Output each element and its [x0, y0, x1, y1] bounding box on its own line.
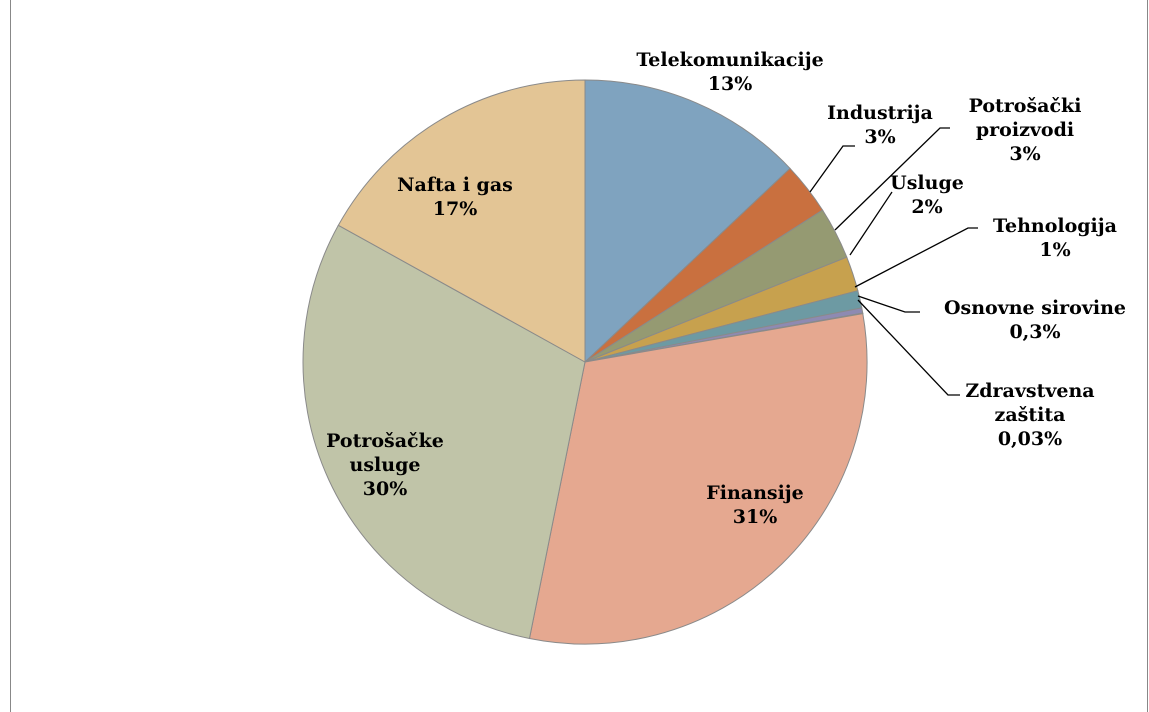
leader-line	[834, 127, 950, 231]
category-label: Zdravstvena zaštita	[965, 380, 1095, 426]
pie-slice	[584, 79, 791, 364]
pie-slice	[302, 224, 586, 640]
pie-slice	[528, 313, 868, 645]
category-label: Industrija	[827, 102, 933, 124]
value-label: 3%	[864, 126, 896, 148]
value-label: 17%	[432, 198, 478, 220]
value-label: 13%	[707, 73, 753, 95]
chart-border	[10, 0, 1148, 712]
value-label: 3%	[1009, 143, 1041, 165]
slice-label: Industrija 3%	[815, 101, 945, 149]
leader-line	[857, 299, 960, 396]
leader-line	[854, 227, 978, 288]
slice-label: Nafta i gas 17%	[380, 173, 530, 221]
category-label: Potrošačke usluge	[326, 430, 444, 476]
category-label: Potrošački proizvodi	[968, 95, 1082, 141]
slice-label: Osnovne sirovine 0,3%	[915, 296, 1149, 344]
slice-label: Finansije 31%	[680, 481, 830, 529]
slice-label: Potrošački proizvodi 3%	[950, 94, 1100, 166]
slice-label: Tehnologija 1%	[980, 214, 1130, 262]
value-label: 1%	[1039, 239, 1071, 261]
value-label: 30%	[362, 478, 408, 500]
slice-label: Usluge 2%	[872, 171, 982, 219]
value-label: 0,3%	[1009, 321, 1061, 343]
slice-label: Zdravstvena zaštita 0,03%	[950, 379, 1110, 451]
slice-label: Potrošačke usluge 30%	[310, 429, 460, 501]
category-label: Osnovne sirovine	[943, 297, 1127, 319]
pie-slice	[337, 79, 586, 363]
value-label: 0,03%	[997, 428, 1063, 450]
category-label: Finansije	[706, 482, 804, 504]
leader-line	[849, 191, 893, 256]
leader-line	[857, 295, 920, 313]
category-label: Nafta i gas	[397, 174, 513, 196]
value-label: 2%	[911, 196, 943, 218]
leader-line	[809, 145, 855, 193]
category-label: Tehnologija	[993, 215, 1117, 237]
value-label: 31%	[732, 506, 778, 528]
category-label: Usluge	[890, 172, 964, 194]
slice-label: Telekomunikacije 13%	[600, 48, 860, 96]
category-label: Telekomunikacije	[636, 49, 824, 71]
